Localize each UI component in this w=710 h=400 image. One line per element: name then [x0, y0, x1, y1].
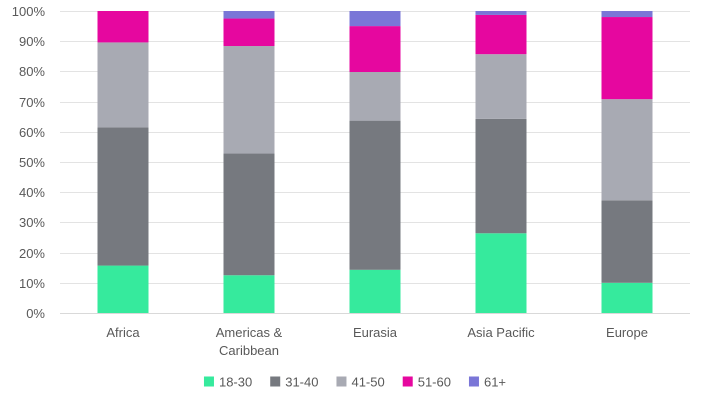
- bar-segment: [97, 11, 149, 43]
- legend-swatch: [203, 376, 214, 387]
- y-tick-label: 60%: [19, 125, 45, 140]
- legend-swatch: [468, 376, 479, 387]
- legend-label: 31-40: [285, 375, 318, 390]
- bar-segment: [349, 26, 401, 73]
- bar-segment: [475, 118, 527, 234]
- bar-stack: [223, 11, 275, 313]
- bar-segment: [223, 275, 275, 313]
- y-tick-label: 0%: [26, 306, 45, 321]
- legend-item: 31-40: [270, 375, 318, 390]
- legend: 18-30 31-40 41-50 51-60 61+: [203, 375, 506, 390]
- bar-segment: [601, 99, 653, 201]
- x-axis-category-labels: Africa Americas & Caribbean Eurasia Asia Pac…: [106, 325, 648, 358]
- y-tick-label: 90%: [19, 34, 45, 49]
- x-category-label: Europe: [606, 325, 648, 340]
- x-category-label: Asia Pacific: [467, 325, 535, 340]
- x-category-label: Eurasia: [353, 325, 398, 340]
- bar-segment: [349, 72, 401, 121]
- bar-segment: [223, 11, 275, 19]
- bar-segment: [601, 200, 653, 283]
- bar-segment: [97, 265, 149, 313]
- legend-item: 61+: [468, 375, 506, 390]
- y-tick-label: 30%: [19, 215, 45, 230]
- legend-item: 51-60: [402, 375, 451, 390]
- bar-stack: [349, 11, 401, 313]
- legend-item: 41-50: [336, 375, 385, 390]
- bar-segment: [475, 14, 527, 55]
- bar-segment: [223, 18, 275, 47]
- bar-stack: [97, 11, 149, 313]
- y-tick-label: 80%: [19, 64, 45, 79]
- y-tick-label: 70%: [19, 95, 45, 110]
- bar-segment: [349, 269, 401, 313]
- y-tick-label: 50%: [19, 155, 45, 170]
- legend-label: 41-50: [351, 375, 384, 390]
- bars: [97, 11, 653, 313]
- bar-segment: [349, 11, 401, 27]
- bar-segment: [223, 46, 275, 154]
- y-tick-label: 20%: [19, 246, 45, 261]
- bar-segment: [349, 120, 401, 270]
- bar-stack: [601, 11, 653, 313]
- bar-stack: [475, 11, 527, 313]
- y-tick-label: 40%: [19, 185, 45, 200]
- bar-segment: [97, 127, 149, 266]
- bar-segment: [223, 153, 275, 276]
- x-category-label: Americas & Caribbean: [216, 325, 283, 358]
- legend-swatch: [402, 376, 413, 387]
- bar-segment: [601, 11, 653, 18]
- legend-label: 51-60: [418, 375, 451, 390]
- y-axis-tick-labels: 0% 10% 20% 30% 40% 50% 60% 70% 80% 90% 100%: [12, 4, 46, 321]
- x-category-label: Africa: [106, 325, 140, 340]
- bar-segment: [475, 11, 527, 15]
- y-tick-label: 100%: [12, 4, 46, 19]
- bar-segment: [97, 42, 149, 128]
- bar-segment: [601, 17, 653, 100]
- legend-label: 18-30: [219, 375, 252, 390]
- bar-segment: [601, 282, 653, 313]
- bar-segment: [475, 54, 527, 119]
- legend-swatch: [336, 376, 347, 387]
- legend-swatch: [270, 376, 281, 387]
- y-tick-label: 10%: [19, 276, 45, 291]
- legend-label: 61+: [484, 375, 506, 390]
- legend-item: 18-30: [203, 375, 252, 390]
- bar-segment: [475, 233, 527, 313]
